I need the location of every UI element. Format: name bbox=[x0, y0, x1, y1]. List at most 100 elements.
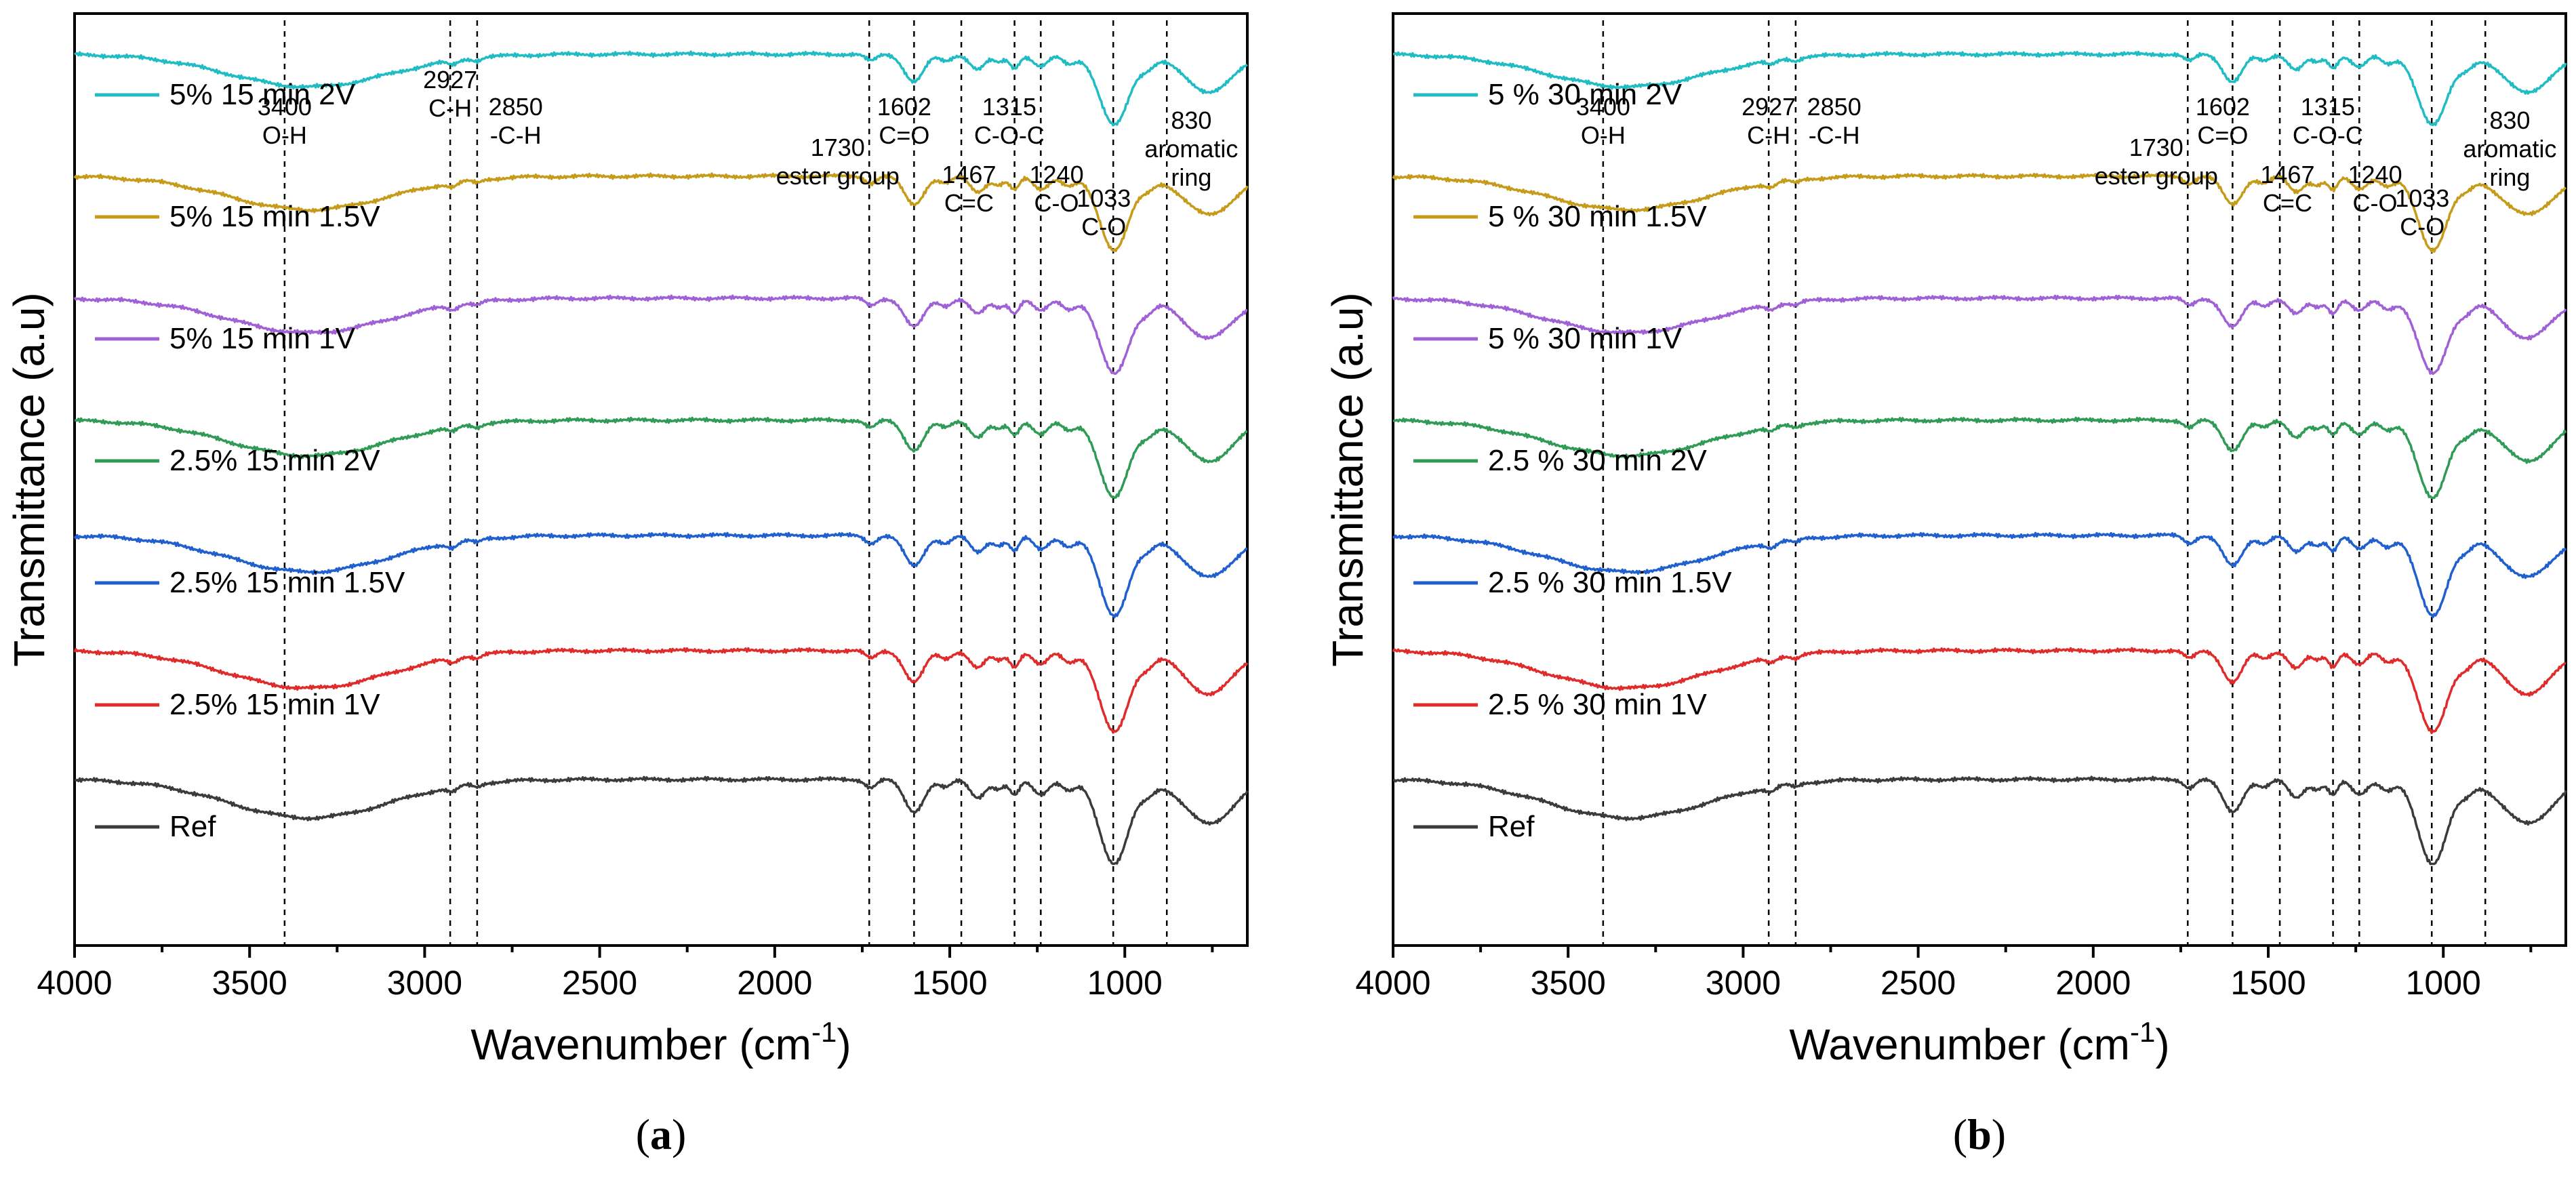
peak-annotation: 3400 O-H bbox=[1576, 93, 1630, 149]
x-tick-label: 3500 bbox=[1531, 964, 1606, 1002]
peak-annotation-line: C=O bbox=[2197, 121, 2248, 149]
peak-annotation-line: O-H bbox=[1581, 121, 1626, 149]
peak-annotation: 1467 C=C bbox=[942, 161, 996, 217]
x-axis-title-sup: -1 bbox=[811, 1016, 837, 1048]
peak-annotation-line: C-O bbox=[1034, 189, 1079, 217]
x-axis-title: Wavenumber (cm-1) bbox=[1789, 1016, 2169, 1069]
legend-label: 5% 15 min 1V bbox=[169, 322, 356, 355]
spectrum-series-line bbox=[74, 775, 1249, 866]
peak-annotation-line: 1315 bbox=[982, 93, 1037, 121]
x-tick-label: 3000 bbox=[1706, 964, 1781, 1002]
peak-annotation-line: ring bbox=[2489, 163, 2530, 191]
peak-annotation-line: C-O bbox=[2400, 213, 2444, 241]
peak-annotation-line: 1602 bbox=[877, 93, 931, 121]
legend-label: 2.5% 15 min 1.5V bbox=[169, 566, 405, 599]
peak-annotation-line: C=C bbox=[944, 189, 994, 217]
peak-annotation: 2927 C-H bbox=[1742, 93, 1796, 149]
peak-annotation: 830 aromatic ring bbox=[1144, 106, 1238, 191]
peak-annotation: 1602 C=O bbox=[2196, 93, 2250, 149]
panel-label-open: ( bbox=[636, 1110, 650, 1158]
panel-label-open: ( bbox=[1953, 1110, 1967, 1158]
x-axis-title: Wavenumber (cm-1) bbox=[470, 1016, 851, 1069]
peak-annotation-line: 2850 bbox=[1807, 93, 1861, 121]
x-tick-label: 2500 bbox=[562, 964, 637, 1002]
peak-annotation-line: C-O bbox=[2353, 189, 2398, 217]
spectrum-series-line bbox=[1392, 531, 2567, 619]
peak-annotation-line: ester group bbox=[776, 162, 900, 190]
peak-annotation: 1315 C-O-C bbox=[974, 93, 1045, 149]
peak-annotation-line: -C-H bbox=[1809, 121, 1860, 149]
y-axis-title: Transmittance (a.u) bbox=[5, 292, 54, 666]
x-axis-title-close: ) bbox=[837, 1020, 851, 1069]
chart-panel-b: 5 % 30 min 2V 5 % 30 min 1.5V 5 % 30 min 1… bbox=[1323, 12, 2567, 1158]
peak-annotation-line: 2927 bbox=[423, 66, 477, 94]
spectrum-series-line bbox=[1392, 416, 2567, 500]
peak-annotation-line: ring bbox=[1171, 163, 1211, 191]
plot-frame bbox=[73, 12, 1249, 947]
x-tick-label: 1000 bbox=[1087, 964, 1163, 1002]
peak-annotation-line: 1033 bbox=[2395, 184, 2449, 212]
spectrum-series-line bbox=[1392, 294, 2567, 375]
peak-annotation-line: -C-H bbox=[490, 121, 542, 149]
legend-label: 2.5 % 30 min 1.5V bbox=[1488, 566, 1732, 599]
peak-annotation-line: 830 bbox=[2489, 106, 2530, 134]
spectrum-series-line bbox=[73, 531, 1248, 619]
chart-panel-a: 5% 15 min 2V 5% 15 min 1.5V 5% 15 min 1V 2.… bbox=[5, 12, 1249, 1158]
x-axis-title-main: Wavenumber (cm bbox=[1789, 1020, 2130, 1069]
plot-frame bbox=[1392, 12, 2567, 947]
spectrum-series-line bbox=[1392, 647, 2567, 735]
peak-annotation-line: aromatic bbox=[2463, 135, 2556, 163]
peak-annotation: 1602 C=O bbox=[877, 93, 931, 149]
peak-annotation: 2850 -C-H bbox=[489, 93, 543, 149]
x-axis-title-main: Wavenumber (cm bbox=[470, 1020, 811, 1069]
panel-label-close: ) bbox=[1992, 1110, 2006, 1158]
peak-annotation-line: 2850 bbox=[489, 93, 543, 121]
legend-label: 5 % 30 min 1.5V bbox=[1488, 200, 1707, 233]
legend-label: Ref bbox=[169, 810, 216, 843]
peak-annotation-line: C-H bbox=[1747, 121, 1790, 149]
peak-annotation: 1315 C-O-C bbox=[2293, 93, 2363, 149]
peak-annotation-line: 830 bbox=[1171, 106, 1211, 134]
peak-annotation: 830 aromatic ring bbox=[2463, 106, 2556, 191]
x-tick-label: 2500 bbox=[1880, 964, 1956, 1002]
peak-annotation: 2927 C-H bbox=[423, 66, 477, 122]
peak-annotation-line: C-H bbox=[428, 94, 472, 122]
peak-annotation: 1240 C-O bbox=[1030, 161, 1084, 217]
peak-annotation-line: 1467 bbox=[2260, 161, 2314, 188]
panel-label-letter: b bbox=[1967, 1110, 1992, 1158]
spectrum-series-line bbox=[1393, 50, 2567, 127]
peak-annotation-line: C-O bbox=[1081, 213, 1126, 241]
peak-annotation-line: 1730 bbox=[2129, 134, 2183, 161]
peak-annotation-line: 1730 bbox=[811, 134, 865, 161]
spectrum-series-line bbox=[73, 172, 1249, 252]
y-axis-title: Transmittance (a.u) bbox=[1323, 292, 1372, 666]
x-tick-label: 4000 bbox=[37, 964, 112, 1002]
x-tick-label: 1500 bbox=[912, 964, 987, 1002]
spectrum-series-line bbox=[73, 647, 1249, 734]
peak-annotation-line: ester group bbox=[2095, 162, 2218, 190]
x-axis-title-close: ) bbox=[2155, 1020, 2169, 1069]
x-tick-label: 1000 bbox=[2406, 964, 2481, 1002]
peak-annotation: 1240 C-O bbox=[2348, 161, 2402, 217]
legend-label: 2.5 % 30 min 2V bbox=[1488, 444, 1707, 477]
legend-label: 2.5% 15 min 2V bbox=[169, 444, 380, 477]
legend-label: Ref bbox=[1488, 810, 1535, 843]
panel-label-letter: a bbox=[650, 1110, 672, 1158]
x-tick-label: 2000 bbox=[737, 964, 812, 1002]
peak-annotation-line: 1240 bbox=[2348, 161, 2402, 188]
peak-annotation-line: 3400 bbox=[1576, 93, 1630, 121]
panel-label: (a) bbox=[636, 1110, 687, 1158]
panel-label: (b) bbox=[1953, 1110, 2006, 1158]
x-tick-label: 1500 bbox=[2230, 964, 2306, 1002]
spectrum-series-line bbox=[1392, 172, 2567, 253]
peak-annotation: 1467 C=C bbox=[2260, 161, 2314, 217]
x-axis-title-sup: -1 bbox=[2130, 1016, 2155, 1048]
legend-label: 2.5% 15 min 1V bbox=[169, 688, 380, 721]
x-tick-label: 3500 bbox=[212, 964, 287, 1002]
x-tick-label: 3000 bbox=[387, 964, 462, 1002]
peak-annotation: 3400 O-H bbox=[258, 93, 312, 149]
x-tick-label: 2000 bbox=[2055, 964, 2131, 1002]
spectrum-series-line bbox=[73, 294, 1247, 375]
peak-annotation-line: 1315 bbox=[2301, 93, 2355, 121]
